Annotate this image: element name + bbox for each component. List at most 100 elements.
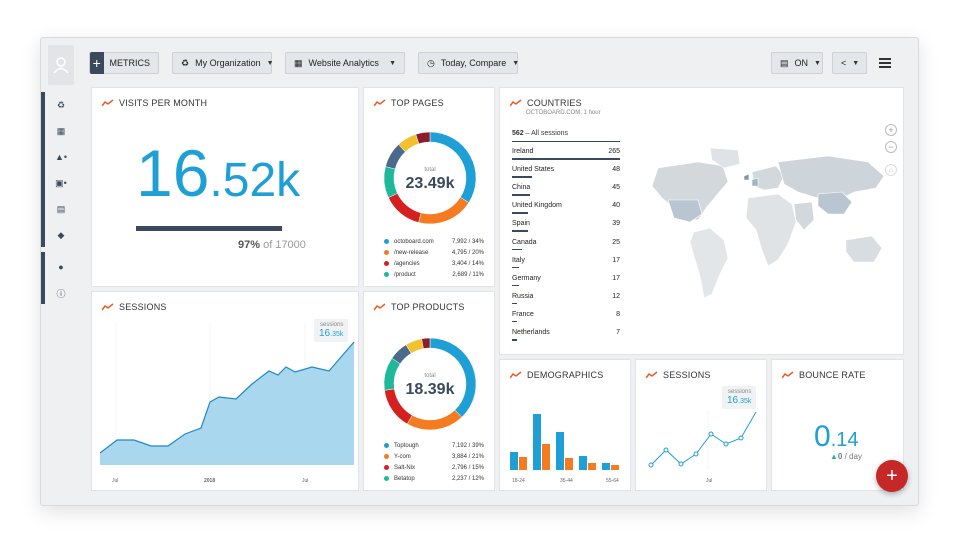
- grid-icon: ▦: [294, 57, 303, 68]
- plus-icon: +: [90, 52, 104, 74]
- top-products-legend: Toptough 7,192 / 39% Y-com 3,884 / 21% Salt-…: [384, 440, 484, 484]
- donut-segment: [429, 131, 477, 203]
- menu-icon[interactable]: [879, 56, 891, 70]
- sidebar: ♻ ▦ ▲• ▣• ▤ ◆ ● ⓘ: [41, 38, 81, 505]
- country-row[interactable]: Ireland 265: [512, 148, 620, 155]
- legend-value: 2,796 / 15%: [451, 464, 484, 471]
- card-title: TOP PRODUCTS: [374, 302, 465, 312]
- visits-per-month-card: VISITS PER MONTH 16.52k 97% of 17000: [91, 87, 359, 287]
- sessions-small-badge: sessions 16.35k: [722, 386, 757, 409]
- donut-segment: [418, 196, 470, 225]
- country-name: United States: [512, 166, 555, 174]
- legend-swatch: [384, 454, 389, 459]
- grid-icon: ▦: [56, 125, 66, 136]
- sidebar-strip-lower: [41, 252, 45, 304]
- trend-icon: [646, 371, 658, 379]
- legend-value: 4,795 / 20%: [451, 249, 484, 256]
- country-value: 25: [612, 238, 620, 246]
- legend-swatch: [384, 465, 389, 470]
- legend-item[interactable]: octoboard.com 7,992 / 34%: [384, 236, 484, 247]
- organization-dropdown[interactable]: ♻ My Organization ▼: [172, 52, 274, 74]
- country-row[interactable]: Russia 12: [512, 293, 620, 300]
- date-range-dropdown[interactable]: ◷ Today, Compare ▼: [418, 52, 519, 74]
- country-value: 17: [612, 256, 620, 264]
- country-row[interactable]: China 45: [512, 184, 620, 191]
- legend-item[interactable]: Toptough 7,192 / 39%: [384, 440, 484, 451]
- account-icon: ●: [58, 262, 64, 272]
- zoom-in-button[interactable]: +: [885, 124, 897, 136]
- countries-subtitle: OCTOBOARD.COM, 1 hour: [526, 110, 601, 116]
- country-row[interactable]: Italy 17: [512, 257, 620, 264]
- bounce-value: 0.14: [814, 420, 859, 453]
- legend-item[interactable]: /new-release 4,795 / 20%: [384, 247, 484, 258]
- legend-label: /new-release: [394, 249, 429, 256]
- sessions-card: SESSIONS sessions 16.35k Jul 2018 Jul: [91, 291, 359, 491]
- zoom-out-button[interactable]: −: [885, 141, 897, 153]
- demographics-bar-chart: [510, 414, 619, 470]
- x-tick-label: 2018: [204, 478, 216, 484]
- legend-item[interactable]: /product 2,689 / 11%: [384, 269, 484, 280]
- sidebar-item-integrations[interactable]: ◆: [41, 224, 81, 246]
- arrow-up-icon: ▲: [830, 452, 838, 461]
- country-value: 12: [612, 292, 620, 300]
- country-row[interactable]: France 8: [512, 311, 620, 318]
- country-bar: [512, 194, 531, 196]
- country-bar: [512, 158, 620, 160]
- dashboard-label: Website Analytics: [308, 58, 379, 68]
- country-value: 40: [612, 202, 620, 210]
- sidebar-item-reports[interactable]: ▤: [41, 198, 81, 220]
- user-logo[interactable]: [48, 45, 74, 85]
- sidebar-item-info[interactable]: ⓘ: [41, 282, 81, 304]
- chevron-down-icon: ▼: [266, 59, 274, 67]
- country-row[interactable]: Germany 17: [512, 275, 620, 282]
- trend-icon: [374, 99, 386, 107]
- donut-center-value: 23.49k: [406, 175, 455, 192]
- top-pages-donut: total 23.49k: [383, 131, 477, 225]
- share-icon: <: [841, 58, 847, 68]
- on-toggle-dropdown[interactable]: ▤ ON ▼: [771, 52, 823, 74]
- world-map[interactable]: [628, 148, 893, 318]
- country-row[interactable]: United Kingdom 40: [512, 202, 620, 209]
- legend-item[interactable]: Betatop 2,237 / 12%: [384, 473, 484, 484]
- legend-value: 2,237 / 12%: [451, 475, 484, 482]
- legend-label: Salt-Nix: [394, 464, 416, 471]
- country-row[interactable]: Netherlands 7: [512, 329, 620, 336]
- country-name: Canada: [512, 238, 537, 246]
- bell-icon: ▲•: [54, 152, 68, 162]
- legend-item[interactable]: Salt-Nix 2,796 / 15%: [384, 462, 484, 473]
- legend-swatch: [384, 443, 389, 448]
- card-title: BOUNCE RATE: [782, 370, 866, 380]
- legend-item[interactable]: /agencies 3,404 / 14%: [384, 258, 484, 269]
- country-row[interactable]: United States 48: [512, 166, 620, 173]
- bounce-delta: ▲0 / day: [830, 452, 862, 461]
- country-row[interactable]: Spain 39: [512, 220, 620, 227]
- sidebar-item-organization[interactable]: ♻: [41, 94, 81, 116]
- country-bar: [512, 266, 519, 269]
- home-icon[interactable]: ⌂: [885, 164, 897, 176]
- sidebar-active-strip: [41, 92, 45, 247]
- countries-total: 562 – All sessions: [512, 130, 569, 137]
- metrics-button[interactable]: + METRICS: [89, 52, 159, 74]
- visits-progress-bar: [136, 226, 282, 231]
- sessions-small-card: SESSIONS sessions 16.35k Jul: [635, 359, 767, 491]
- trend-icon: [374, 303, 386, 311]
- top-pages-legend: octoboard.com 7,992 / 34% /new-release 4,79…: [384, 236, 484, 280]
- share-dropdown[interactable]: < ▼: [832, 52, 867, 74]
- dashboard-dropdown[interactable]: ▦ Website Analytics ▼: [285, 52, 405, 74]
- card-title: TOP PAGES: [374, 98, 444, 108]
- add-widget-button[interactable]: +: [876, 460, 908, 492]
- donut-segment: [406, 409, 463, 431]
- sidebar-item-profile[interactable]: ●: [41, 256, 81, 278]
- donut-center-label: total: [424, 373, 435, 379]
- x-tick-label: 35-44: [560, 478, 573, 484]
- country-row[interactable]: Canada 25: [512, 239, 620, 246]
- x-tick-label: 55-64: [606, 478, 619, 484]
- demographics-card: DEMOGRAPHICS 18-24 35-44 55-64: [499, 359, 631, 491]
- x-tick-label: 18-24: [512, 478, 525, 484]
- sidebar-item-dashboards[interactable]: ▦: [41, 120, 81, 142]
- country-value: 265: [608, 148, 620, 155]
- legend-item[interactable]: Y-com 3,884 / 21%: [384, 451, 484, 462]
- sidebar-item-messages[interactable]: ▣•: [41, 172, 81, 194]
- sidebar-item-alerts[interactable]: ▲•: [41, 146, 81, 168]
- plug-icon: ◆: [57, 229, 65, 240]
